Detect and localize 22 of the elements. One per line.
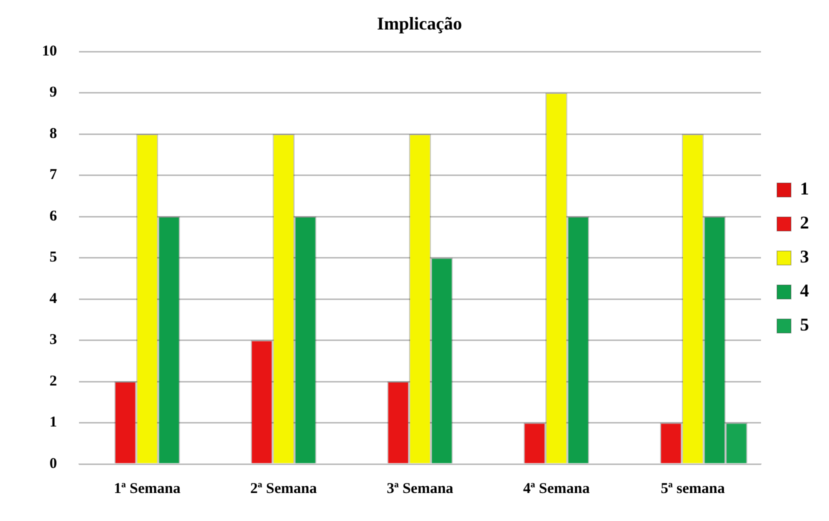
x-tick-label: 1ª Semana	[114, 480, 181, 497]
y-tick-label: 5	[50, 250, 57, 266]
x-tick-label: 4ª Semana	[523, 480, 590, 497]
y-tick-label: 2	[50, 373, 57, 390]
y-tick-label: 8	[50, 126, 57, 142]
y-tick-label: 9	[50, 84, 57, 101]
x-tick-label: 5ª semana	[660, 480, 726, 497]
legend-label: 1	[800, 178, 809, 199]
y-tick-label: 10	[42, 43, 57, 60]
y-tick-label: 4	[50, 290, 58, 307]
y-tick-label: 3	[50, 332, 57, 348]
legend-label: 2	[800, 212, 809, 233]
y-tick-label: 7	[50, 167, 58, 184]
chart-title: Implicação	[377, 13, 462, 34]
y-tick-label: 0	[50, 456, 57, 472]
x-tick-label: 2ª Semana	[250, 480, 318, 497]
y-tick-label: 1	[50, 414, 57, 431]
legend-label: 5	[800, 314, 809, 335]
legend-label: 4	[800, 280, 809, 301]
x-tick-label: 3ª Semana	[386, 480, 454, 497]
legend-label: 3	[800, 246, 809, 267]
y-tick-label: 6	[50, 208, 58, 224]
